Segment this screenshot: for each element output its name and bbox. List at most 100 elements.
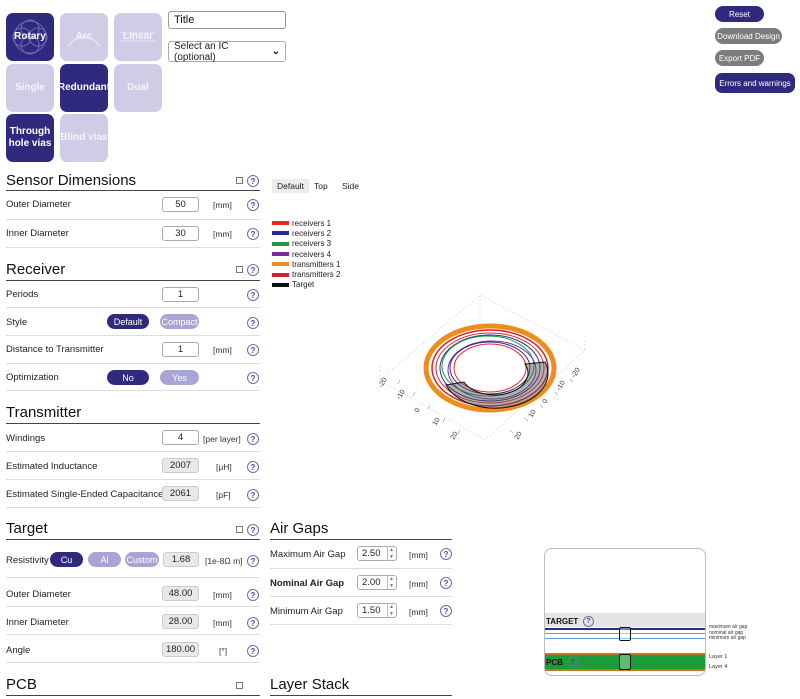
target-title: Target [6,520,48,537]
periods-help-icon[interactable]: ? [247,289,259,301]
legend-swatch [272,282,289,287]
max-gap-input[interactable]: 2.50 ▲ ▼ [357,546,397,561]
export-pdf-button[interactable]: Export PDF [715,50,764,66]
through-hole-vias-tile[interactable]: Through hole vias [6,114,54,162]
tab-side[interactable]: Side [342,181,360,191]
inductance-help-icon[interactable]: ? [247,461,259,473]
resistivity-help-icon[interactable]: ? [247,555,259,567]
blind-vias-label: Blind vias [60,132,108,143]
legend-item[interactable]: receivers 4 [272,249,340,259]
tick-label-right: -10 [556,380,567,392]
target-outer-unit: [mm] [213,590,232,600]
sensor-help-icon[interactable]: ? [247,175,259,187]
angle-input[interactable]: 180.00 [162,642,199,657]
row-divider [6,662,260,663]
style-compact-button[interactable]: Compact [160,314,199,329]
min-gap-spinner[interactable]: ▲ ▼ [387,603,395,618]
resistivity-custom-button[interactable]: Custom [125,552,159,567]
optimization-no-button[interactable]: No [107,370,149,385]
gap-handle[interactable] [619,627,631,641]
legend-item[interactable]: transmitters 1 [272,259,340,269]
legend-item[interactable]: Target [272,280,340,290]
nom-gap-spinner[interactable]: ▲ ▼ [387,575,395,590]
tab-top[interactable]: Top [314,181,328,191]
legend-item[interactable]: receivers 1 [272,218,340,228]
receiver-divider [6,280,260,281]
min-gap-value: 1.50 [362,605,381,616]
min-gap-help-icon[interactable]: ? [440,605,452,617]
errors-warnings-button[interactable]: Errors and warnings [715,73,795,93]
resistivity-al-button[interactable]: Al [88,552,121,567]
distance-input[interactable]: 1 [162,342,199,357]
sensor-inner-input[interactable]: 30 [162,226,199,241]
pcb-stack-help-icon[interactable]: ? [567,657,578,668]
pcb-checkbox[interactable] [236,682,243,689]
optimization-help-icon[interactable]: ? [247,372,259,384]
arc-tile[interactable]: Arc [60,13,108,61]
legend-swatch [272,221,289,226]
target-outer-input[interactable]: 48.00 [162,586,199,601]
max-gap-label: Maximum Air Gap [270,549,346,560]
target-inner-help-icon[interactable]: ? [247,617,259,629]
resistivity-value[interactable]: 1.68 [163,552,199,567]
axis-tick-labels: -20 -10 0 10 20 -20 -10 0 10 20 [378,367,582,441]
pcb-handle[interactable] [619,654,631,670]
pcb-band [545,655,705,669]
periods-input[interactable]: 1 [162,287,199,302]
angle-help-icon[interactable]: ? [247,645,259,657]
target-stack-help-icon[interactable]: ? [583,616,594,627]
distance-help-icon[interactable]: ? [247,344,259,356]
receiver-title: Receiver [6,261,66,278]
layer4-label: Layer 4 [709,664,728,670]
air-gaps-title: Air Gaps [270,520,329,537]
style-help-icon[interactable]: ? [247,317,259,329]
style-default-button[interactable]: Default [107,314,149,329]
legend-swatch [272,272,289,277]
rotary-label: Rotary [14,31,46,42]
download-design-button[interactable]: Download Design [715,28,782,44]
target-outer-help-icon[interactable]: ? [247,589,259,601]
dual-tile[interactable]: Dual [114,64,162,112]
resistivity-cu-button[interactable]: Cu [50,552,83,567]
through-hole-vias-label: Through hole vias [8,126,52,149]
linear-tile[interactable]: Linear [114,13,162,61]
windings-input[interactable]: 4 [162,430,199,445]
legend-item[interactable]: transmitters 2 [272,269,340,279]
optimization-yes-button[interactable]: Yes [160,370,199,385]
blind-vias-tile[interactable]: Blind vias [60,114,108,162]
sensor-outer-input[interactable]: 50 [162,197,199,212]
max-gap-spinner[interactable]: ▲ ▼ [387,546,395,561]
max-gap-help-icon[interactable]: ? [440,548,452,560]
tick-label-left: 10 [432,417,442,427]
nom-gap-input[interactable]: 2.00 ▲ ▼ [357,575,397,590]
legend-item[interactable]: receivers 3 [272,239,340,249]
reset-button[interactable]: Reset [715,6,764,22]
sensor-outer-help-icon[interactable]: ? [247,199,259,211]
receiver-checkbox[interactable] [236,266,243,273]
distance-label: Distance to Transmitter [6,344,104,355]
sensor-inner-help-icon[interactable]: ? [247,228,259,240]
legend-item[interactable]: receivers 2 [272,228,340,238]
gap-labels: maximum air gap nominal air gap minimum … [709,624,799,642]
capacitance-help-icon[interactable]: ? [247,489,259,501]
tab-default[interactable]: Default [272,179,309,193]
target-checkbox[interactable] [236,526,243,533]
windings-help-icon[interactable]: ? [247,433,259,445]
target-inner-label: Inner Diameter [6,617,69,628]
target-help-icon[interactable]: ? [247,524,259,536]
ic-select[interactable]: Select an IC (optional) ⌄ [168,41,286,63]
nom-gap-help-icon[interactable]: ? [440,577,452,589]
tick-label-left: -10 [396,389,407,401]
single-tile[interactable]: Single [6,64,54,112]
layer-stack-diagram: TARGET ? PCB ? [544,548,706,676]
row-divider [6,335,260,336]
title-input[interactable] [168,11,286,29]
receiver-help-icon[interactable]: ? [247,264,259,276]
min-gap-input[interactable]: 1.50 ▲ ▼ [357,603,397,618]
target-inner-input[interactable]: 28.00 [162,614,199,629]
sensor-checkbox[interactable] [236,177,243,184]
redundant-tile[interactable]: Redundant [60,64,108,112]
coil-3d-view[interactable]: -20 -10 0 10 20 -20 -10 0 10 20 [360,290,600,460]
tick-label-left: 20 [450,431,460,441]
rotary-tile[interactable]: Rotary [6,13,54,61]
